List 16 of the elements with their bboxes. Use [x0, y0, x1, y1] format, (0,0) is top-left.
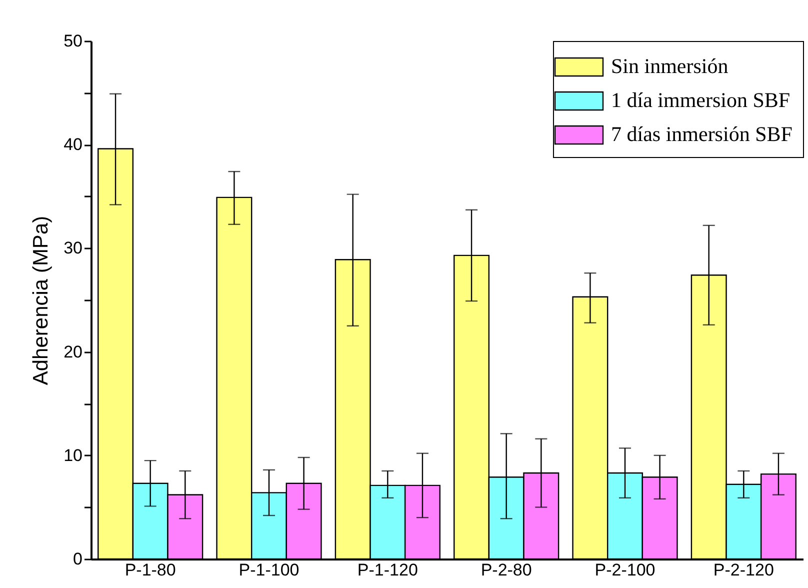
legend-label: 7 días inmersión SBF — [611, 122, 792, 146]
x-tick-label: P-2-100 — [594, 560, 656, 580]
x-tick-label: P-1-80 — [124, 560, 176, 580]
x-tick-label: P-1-100 — [238, 560, 300, 580]
x-tick-label: P-2-80 — [480, 560, 532, 580]
x-tick-label: P-1-120 — [357, 560, 418, 580]
legend-label: 1 día immersion SBF — [611, 88, 790, 112]
y-tick-label: 10 — [64, 446, 82, 465]
y-tick-label: 50 — [64, 32, 82, 50]
x-tick-label: P-2-120 — [713, 560, 774, 580]
y-tick-label: 30 — [64, 238, 82, 258]
y-tick-label: 40 — [64, 135, 82, 154]
legend-label: Sin inmersión — [611, 54, 729, 78]
y-axis-title: Adherencia (MPa) — [30, 216, 53, 386]
y-tick-label: 0 — [73, 550, 82, 568]
y-tick-label: 20 — [64, 342, 82, 362]
